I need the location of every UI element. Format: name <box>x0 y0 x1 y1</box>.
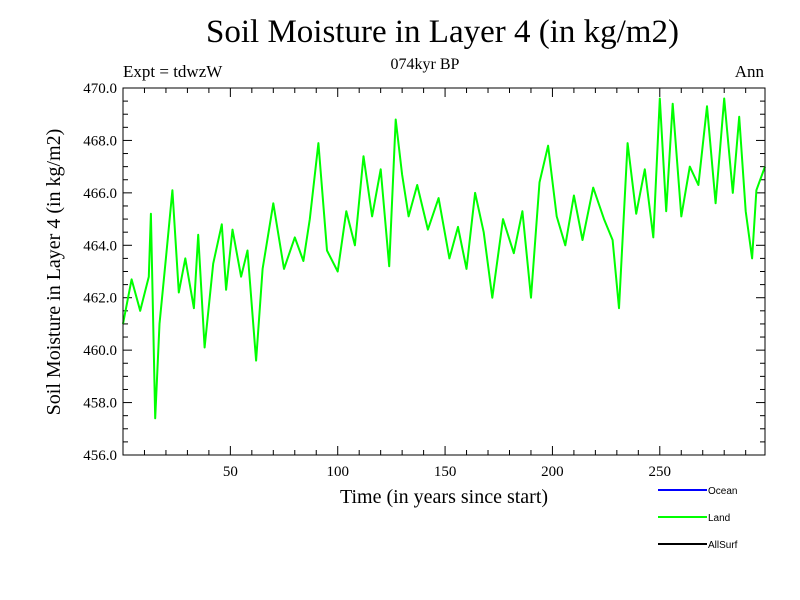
x-tick-label: 150 <box>434 464 457 480</box>
y-tick-label: 460.0 <box>83 343 117 359</box>
x-tick-labels: 50 100 150 200 250 <box>223 464 671 480</box>
chart-title: Soil Moisture in Layer 4 (in kg/m2) <box>206 14 679 50</box>
experiment-label: Expt = tdwzW <box>123 62 223 81</box>
legend-label-ocean: Ocean <box>708 486 737 497</box>
y-tick-label: 468.0 <box>83 133 117 149</box>
x-tick-label: 200 <box>541 464 564 480</box>
y-tick-label: 458.0 <box>83 396 117 412</box>
legend: Ocean Land AllSurf <box>658 486 738 551</box>
y-axis-title: Soil Moisture in Layer 4 (in kg/m2) <box>43 129 65 416</box>
y-tick-labels: 456.0 458.0 460.0 462.0 464.0 466.0 468.0 470.0 <box>83 81 117 464</box>
legend-label-land: Land <box>708 513 730 524</box>
x-tick-label: 250 <box>649 464 672 480</box>
x-tick-label: 100 <box>326 464 349 480</box>
y-tick-label: 470.0 <box>83 81 117 97</box>
season-label: Ann <box>734 62 764 81</box>
legend-label-allsurf: AllSurf <box>708 540 738 551</box>
chart-subtitle: 074kyr BP <box>390 56 460 73</box>
x-tick-label: 50 <box>223 464 238 480</box>
plot-frame <box>122 87 766 456</box>
y-tick-label: 462.0 <box>83 291 117 307</box>
y-tick-label: 464.0 <box>83 238 117 254</box>
axis-ticks <box>123 87 765 456</box>
x-axis-title: Time (in years since start) <box>340 486 548 508</box>
y-tick-label: 466.0 <box>83 186 117 202</box>
series-land-line <box>122 97 766 420</box>
y-tick-label: 456.0 <box>83 448 117 464</box>
